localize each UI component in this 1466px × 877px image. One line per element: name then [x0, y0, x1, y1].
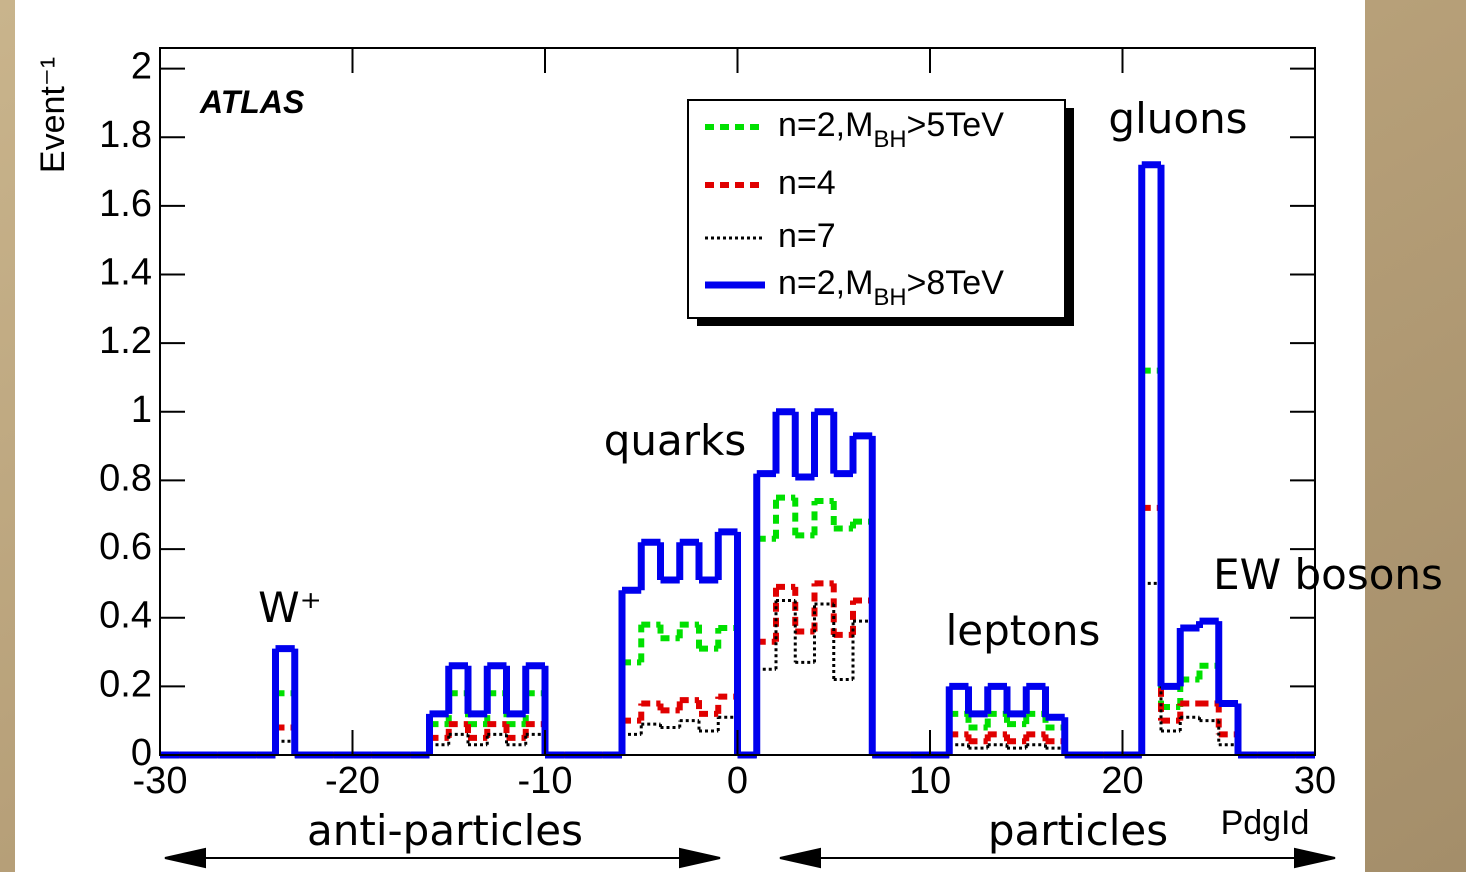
x-tick-label: -10 — [518, 760, 573, 802]
annotation: EW bosons — [1213, 550, 1443, 599]
legend-label: n=7 — [778, 217, 836, 255]
legend-label: n=2,MBH>8TeV — [778, 264, 1004, 311]
x-tick-label: 10 — [909, 760, 951, 802]
y-axis-label: Event⁻¹ — [34, 57, 72, 173]
x-axis-label: PdgId — [1221, 804, 1310, 842]
annotation: W⁺ — [258, 583, 322, 632]
legend-label: n=2,MBH>5TeV — [778, 106, 1004, 153]
arrows — [164, 847, 1336, 869]
y-tick-label: 1.8 — [99, 114, 152, 156]
annotation: anti-particles — [307, 806, 583, 855]
y-tick-label: 0.2 — [99, 663, 152, 705]
annotation: quarks — [604, 416, 747, 465]
y-tick-label: 0 — [131, 732, 152, 774]
x-tick-label: 30 — [1294, 760, 1336, 802]
x-tick-label: 20 — [1101, 760, 1143, 802]
chart-title: ATLAS — [199, 84, 305, 120]
y-tick-label: 1 — [131, 389, 152, 431]
y-tick-label: 1.6 — [99, 183, 152, 225]
legend-label: n=4 — [778, 164, 836, 202]
x-tick-label: 0 — [727, 760, 748, 802]
annotation: leptons — [946, 606, 1101, 655]
y-tick-label: 2 — [131, 46, 152, 88]
y-tick-label: 0.8 — [99, 457, 152, 499]
annotation: particles — [988, 806, 1168, 855]
y-tick-label: 1.4 — [99, 252, 152, 294]
legend-entries: n=2,MBH>5TeV n=4 n=7 n=2,MBH>8TeV — [705, 106, 1004, 311]
y-tick-label: 0.4 — [99, 595, 152, 637]
x-tick-label: -30 — [133, 760, 188, 802]
x-tick-label: -20 — [325, 760, 380, 802]
y-tick-label: 0.6 — [99, 526, 152, 568]
annotation: gluons — [1108, 94, 1247, 143]
y-tick-label: 1.2 — [99, 320, 152, 362]
